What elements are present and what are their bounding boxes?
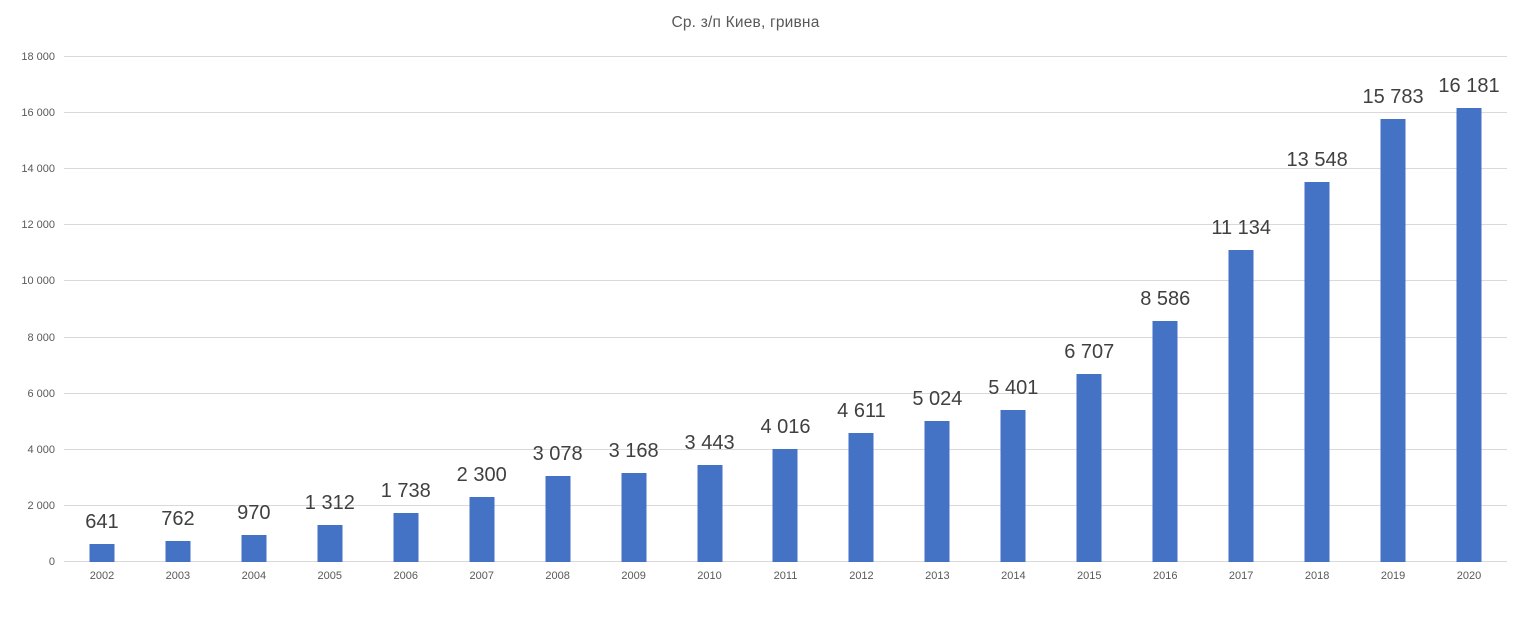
- x-axis-tick-label-2013: 2013: [925, 570, 950, 582]
- x-axis-tick-label-2006: 2006: [393, 570, 418, 582]
- gridline: [64, 168, 1507, 170]
- y-axis-tick-label: 4 000: [27, 443, 55, 456]
- bar-slot-2016: 8 586 2016: [1127, 57, 1203, 582]
- x-axis-tick-label-2017: 2017: [1228, 570, 1254, 582]
- gridline: [64, 280, 1507, 282]
- y-axis-tick-label: 0: [48, 556, 55, 568]
- bar-slot-2006: 1 738 2006: [368, 57, 444, 582]
- chart-title: Ср. з/п Киев, гривна: [671, 14, 820, 31]
- x-axis-tick-label-2004: 2004: [241, 570, 267, 582]
- data-label-2020: 16 181: [1438, 75, 1500, 98]
- bar-2011[interactable]: [772, 449, 798, 562]
- bar-slot-2014: 5 401 2014: [975, 57, 1051, 582]
- data-label-2006: 1 738: [380, 480, 431, 503]
- gridline: [64, 336, 1507, 338]
- x-axis-tick-label-2002: 2002: [89, 570, 115, 582]
- bar-slot-2005: 1 312 2005: [292, 57, 368, 582]
- data-label-2009: 3 168: [608, 440, 659, 463]
- x-axis-tick-label-2016: 2016: [1152, 570, 1178, 582]
- x-axis-tick-label-2009: 2009: [621, 570, 646, 582]
- data-label-2014: 5 401: [988, 377, 1039, 400]
- x-axis-tick-label-2005: 2005: [317, 570, 343, 582]
- x-axis-tick-label-2008: 2008: [545, 570, 570, 582]
- x-axis-tick-label-2010: 2010: [697, 570, 722, 582]
- bar-2020[interactable]: [1456, 108, 1482, 562]
- bar-2017[interactable]: [1228, 249, 1254, 562]
- bar-2012[interactable]: [848, 432, 874, 562]
- x-axis-tick-label-2014: 2014: [1001, 570, 1026, 582]
- data-label-2013: 5 024: [912, 388, 963, 411]
- bar-slot-2015: 6 707 2015: [1051, 57, 1127, 582]
- y-axis-tick-label: 2 000: [27, 499, 55, 512]
- x-axis-tick-label-2003: 2003: [165, 570, 191, 582]
- bar-slot-2007: 2 300 2007: [444, 57, 520, 582]
- bar-slot-2010: 3 443 2010: [672, 57, 748, 582]
- x-axis-tick-label-2011: 2011: [773, 570, 798, 582]
- data-label-2012: 4 611: [837, 399, 886, 422]
- data-label-2008: 3 078: [532, 442, 583, 465]
- data-label-2010: 3 443: [684, 432, 735, 455]
- bar-2014[interactable]: [1000, 410, 1026, 562]
- y-axis-tick-label: 10 000: [21, 275, 55, 288]
- x-axis-tick-label-2020: 2020: [1456, 570, 1482, 582]
- gridline: [64, 448, 1507, 450]
- y-axis-tick-label: 8 000: [27, 331, 55, 344]
- bar-2007[interactable]: [469, 497, 495, 562]
- bar-2010[interactable]: [697, 465, 723, 562]
- x-axis-tick-label-2019: 2019: [1380, 570, 1406, 582]
- data-label-2015: 6 707: [1064, 340, 1115, 363]
- bar-2006[interactable]: [393, 513, 419, 562]
- bar-2018[interactable]: [1304, 181, 1330, 562]
- x-axis-tick-label-2012: 2012: [849, 570, 874, 582]
- bar-2019[interactable]: [1380, 119, 1406, 562]
- bar-slot-2019: 15 783 2019: [1355, 57, 1431, 582]
- data-label-2005: 1 312: [304, 492, 355, 515]
- data-label-2018: 13 548: [1286, 148, 1348, 171]
- data-label-2016: 8 586: [1140, 288, 1191, 311]
- bar-slot-2004: 970 2004: [216, 57, 292, 582]
- gridline: [64, 224, 1507, 226]
- bar-2016[interactable]: [1152, 321, 1178, 562]
- y-axis-tick-label: 12 000: [21, 219, 55, 232]
- x-axis-tick-label-2007: 2007: [469, 570, 494, 582]
- data-label-2017: 11 134: [1211, 216, 1272, 239]
- y-axis-tick-label: 14 000: [21, 163, 55, 176]
- bar-2009[interactable]: [621, 473, 647, 562]
- data-label-2019: 15 783: [1362, 86, 1424, 109]
- data-label-2002: 641: [85, 511, 119, 534]
- y-axis-tick-label: 6 000: [27, 387, 55, 400]
- bar-slot-2020: 16 181 2020: [1431, 57, 1507, 582]
- bar-slot-2003: 762 2003: [140, 57, 216, 582]
- bar-2002[interactable]: [89, 544, 115, 562]
- bar-slot-2011: 4 016 2011: [748, 57, 824, 582]
- bar-2004[interactable]: [241, 534, 267, 562]
- bar-slot-2012: 4 611 2012: [823, 57, 899, 582]
- plot-area: 641 2002 762 2003 970 2004 1 312 2005 1 738 2006 2…: [64, 56, 1507, 582]
- data-label-2007: 2 300: [456, 464, 507, 487]
- x-axis-tick-label-2015: 2015: [1077, 570, 1102, 582]
- gridline: [64, 392, 1507, 394]
- bar-slot-2002: 641 2002: [64, 57, 140, 582]
- y-axis-tick-label: 18 000: [21, 51, 55, 63]
- x-axis-tick-label-2018: 2018: [1304, 570, 1330, 582]
- bar-slot-2017: 11 134 2017: [1203, 57, 1279, 582]
- bar-2008[interactable]: [545, 475, 571, 562]
- bar-2005[interactable]: [317, 525, 343, 562]
- data-label-2004: 970: [237, 501, 271, 524]
- bar-2013[interactable]: [924, 421, 950, 562]
- data-label-2003: 762: [161, 507, 195, 530]
- bar-slot-2018: 13 548 2018: [1279, 57, 1355, 582]
- gridline: [64, 56, 1507, 57]
- bar-slot-2008: 3 078 2008: [520, 57, 596, 582]
- bar-2015[interactable]: [1076, 373, 1102, 562]
- bar-2003[interactable]: [165, 540, 191, 562]
- bar-slot-2009: 3 168 2009: [596, 57, 672, 582]
- y-axis-tick-label: 16 000: [21, 107, 55, 120]
- bar-slot-2013: 5 024 2013: [899, 57, 975, 582]
- data-label-2011: 4 016: [760, 416, 811, 439]
- gridline: [64, 112, 1507, 114]
